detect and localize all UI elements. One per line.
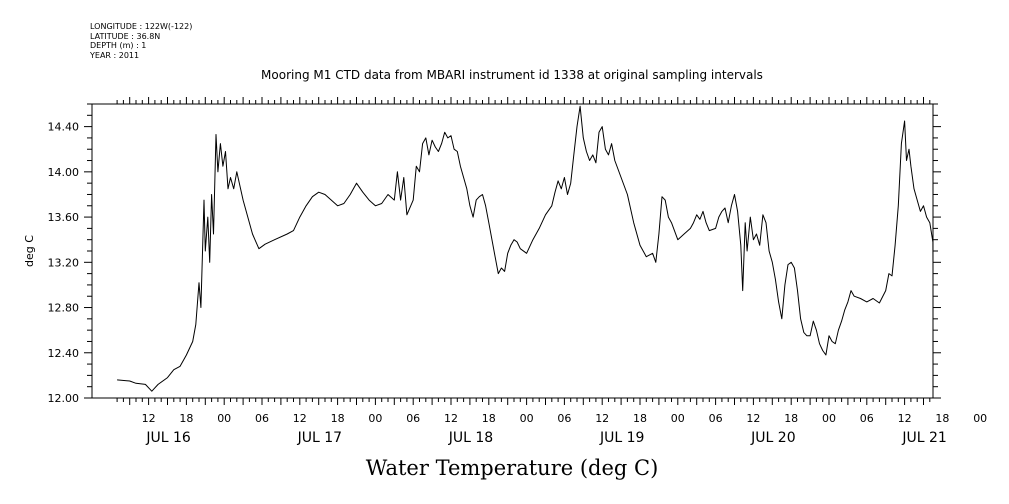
temperature-series-line xyxy=(117,105,934,392)
y-tick-label: 12.80 xyxy=(48,302,80,315)
x-tick-label: 12 xyxy=(142,412,156,425)
x-tick-label: 00 xyxy=(217,412,231,425)
chart-title: Mooring M1 CTD data from MBARI instrumen… xyxy=(261,68,763,82)
day-label: JUL 21 xyxy=(901,430,946,446)
y-tick-label: 12.00 xyxy=(48,392,80,405)
x-tick-label: 12 xyxy=(898,412,912,425)
x-tick-label: 18 xyxy=(633,412,647,425)
longitude-label: LONGITUDE : 122W(-122) xyxy=(90,22,193,31)
x-tick-label: 18 xyxy=(179,412,193,425)
x-tick-label: 00 xyxy=(822,412,836,425)
x-tick-label: 12 xyxy=(444,412,458,425)
depth-label: DEPTH (m) : 1 xyxy=(90,41,147,50)
x-axis-label: Water Temperature (deg C) xyxy=(366,456,659,480)
x-tick-label: 00 xyxy=(973,412,987,425)
x-tick-label: 06 xyxy=(255,412,269,425)
day-label: JUL 18 xyxy=(448,430,493,446)
day-label: JUL 19 xyxy=(599,430,644,446)
day-label: JUL 16 xyxy=(145,430,191,446)
x-tick-label: 06 xyxy=(557,412,571,425)
x-tick-label: 18 xyxy=(935,412,949,425)
day-label: JUL 17 xyxy=(297,430,342,446)
x-tick-label: 18 xyxy=(784,412,798,425)
x-tick-label: 12 xyxy=(746,412,760,425)
y-tick-label: 12.40 xyxy=(48,347,80,360)
x-tick-label: 06 xyxy=(406,412,420,425)
y-tick-label: 14.40 xyxy=(48,121,80,134)
x-tick-label: 12 xyxy=(293,412,307,425)
x-tick-label: 06 xyxy=(709,412,723,425)
y-tick-label: 14.00 xyxy=(48,166,80,179)
x-tick-label: 00 xyxy=(671,412,685,425)
y-tick-labels: 12.00 12.40 12.80 13.20 13.60 14.00 14.40 xyxy=(48,121,80,405)
x-tick-label: 18 xyxy=(482,412,496,425)
day-labels: JUL 16 JUL 17 JUL 18 JUL 19 JUL 20 JUL 21 xyxy=(145,430,946,446)
latitude-label: LATITUDE : 36.8N xyxy=(90,31,161,41)
x-tick-label: 18 xyxy=(331,412,345,425)
y-tick-label: 13.60 xyxy=(48,211,80,224)
x-tick-label: 00 xyxy=(520,412,534,425)
tick-marks xyxy=(84,97,941,405)
y-axis-label: deg C xyxy=(23,235,36,267)
x-tick-label: 06 xyxy=(860,412,874,425)
day-label: JUL 20 xyxy=(750,430,795,446)
metadata-block: LONGITUDE : 122W(-122) LATITUDE : 36.8N … xyxy=(90,22,192,60)
x-tick-label: 12 xyxy=(595,412,609,425)
year-label: YEAR : 2011 xyxy=(90,50,140,60)
x-tick-label: 00 xyxy=(368,412,382,425)
x-tick-labels: 12 18 00 06 12 18 00 06 12 18 00 06 12 18 00 06 12 18 00 06… xyxy=(142,412,988,425)
y-tick-label: 13.20 xyxy=(48,256,80,269)
plot-frame xyxy=(91,103,934,399)
